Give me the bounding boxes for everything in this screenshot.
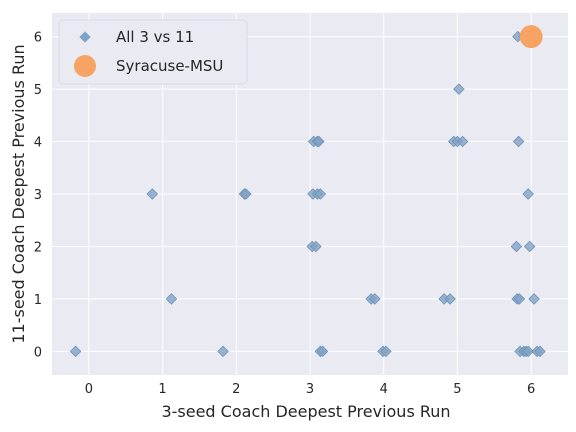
x-tick-label: 4 <box>380 382 388 397</box>
x-tick-label: 1 <box>158 382 166 397</box>
data-point-diamond <box>510 240 523 253</box>
data-point-diamond <box>310 240 322 253</box>
x-tick-labels: 0 1 2 3 4 5 6 <box>85 382 536 397</box>
y-tick-label: 0 <box>34 345 42 360</box>
data-point-diamond <box>165 293 178 305</box>
y-tick-label: 5 <box>34 83 42 98</box>
data-point-diamond <box>522 345 534 358</box>
legend-marker-syracuse-msu <box>74 55 96 77</box>
data-point-diamond <box>513 293 526 305</box>
data-points <box>69 25 546 358</box>
x-tick-label: 2 <box>232 382 240 397</box>
y-tick-label: 4 <box>34 136 42 151</box>
y-tick-label: 1 <box>34 293 42 308</box>
x-tick-label: 0 <box>85 382 93 397</box>
legend-box <box>58 19 248 85</box>
data-point-diamond <box>313 135 325 148</box>
x-tick-label: 5 <box>453 382 461 397</box>
data-point-diamond <box>146 188 159 200</box>
y-tick-labels: 0 1 2 3 4 5 6 <box>34 31 42 361</box>
data-point-diamond <box>380 345 392 358</box>
y-tick-label: 6 <box>34 31 42 46</box>
data-point-diamond <box>240 188 252 200</box>
x-tick-label: 3 <box>306 382 314 397</box>
y-tick-label: 3 <box>34 188 42 203</box>
legend: All 3 vs 11 Syracuse-MSU <box>58 19 248 85</box>
data-point-diamond <box>528 293 540 305</box>
y-axis-label: 11-seed Coach Deepest Previous Run <box>9 44 28 343</box>
legend-label-syracuse-msu: Syracuse-MSU <box>116 57 223 75</box>
data-point-diamond <box>316 345 329 358</box>
data-point-diamond <box>522 188 534 200</box>
y-tick-label: 2 <box>34 240 42 255</box>
data-point-diamond <box>453 83 465 95</box>
data-point-diamond <box>523 240 536 253</box>
data-point-diamond <box>444 293 456 305</box>
data-point-diamond <box>534 345 546 358</box>
data-point-diamond <box>369 293 381 305</box>
legend-marker-all-3-vs-11 <box>79 31 91 43</box>
data-point-diamond <box>512 135 525 148</box>
x-axis-label: 3-seed Coach Deepest Previous Run <box>161 402 450 421</box>
data-point-diamond <box>314 188 327 200</box>
data-point-diamond <box>217 345 229 358</box>
data-point-diamond <box>456 135 469 148</box>
legend-label-all-3-vs-11: All 3 vs 11 <box>116 28 194 46</box>
data-point-syracuse-msu <box>519 25 543 49</box>
x-tick-label: 6 <box>527 382 535 397</box>
data-point-diamond <box>69 345 82 358</box>
